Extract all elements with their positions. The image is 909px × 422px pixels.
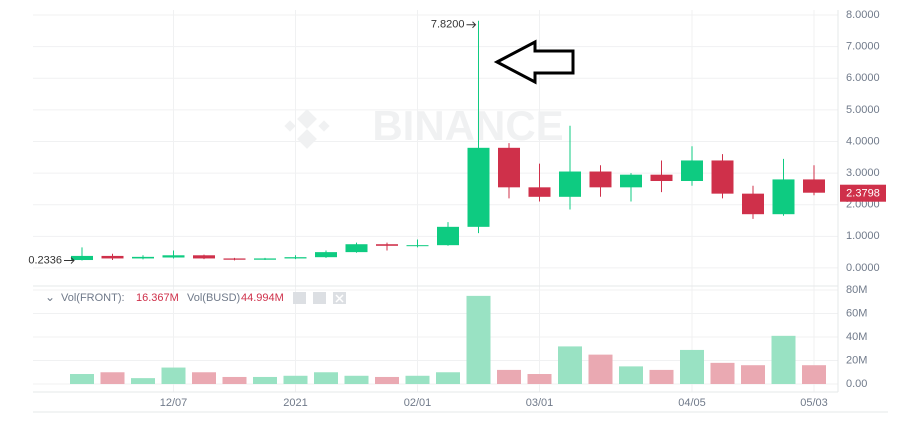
volume-bar [131, 378, 155, 385]
volume-bar [649, 369, 674, 385]
y-tick-label: 6.0000 [846, 72, 880, 84]
candle-body [345, 244, 368, 253]
volume-bar [100, 372, 125, 385]
volume-bar [314, 372, 338, 385]
volume-bar [680, 349, 704, 385]
volume-bar [771, 335, 796, 385]
volume-bar [283, 375, 308, 385]
candle-body [376, 244, 398, 246]
candle-body [284, 257, 307, 259]
candle-body [772, 179, 795, 215]
y-tick-label: 3.0000 [846, 167, 880, 179]
legend-icons[interactable] [293, 292, 346, 304]
candle-body [467, 147, 490, 227]
watermark: BINANCE [372, 102, 563, 149]
y-tick-label: 4.0000 [846, 135, 880, 147]
y-tick-label: 0.0000 [846, 262, 880, 274]
volume-bar [192, 372, 216, 385]
legend-value: 44.994M [241, 292, 284, 304]
volume-bar [405, 375, 430, 385]
volume-bar [344, 375, 369, 385]
volume-tick-label: 80M [846, 284, 867, 296]
candle-body [132, 256, 154, 259]
candle-body [528, 187, 551, 197]
x-tick-label: 2021 [283, 397, 307, 409]
volume-tick-label: 40M [846, 331, 867, 343]
candle-body [589, 171, 612, 188]
x-tick-label: 04/05 [678, 397, 706, 409]
eye-icon[interactable] [293, 292, 306, 304]
candle-body [101, 255, 124, 259]
candle-body [803, 179, 825, 193]
volume-tick-label: 60M [846, 307, 867, 319]
legend-value: 16.367M [136, 292, 179, 304]
volume-bar [436, 372, 460, 385]
candle-body [650, 174, 673, 182]
volume-bar [222, 376, 247, 385]
y-tick-label: 7.0000 [846, 41, 880, 53]
volume-bar [375, 376, 399, 385]
volume-tick-label: 0.00 [846, 378, 867, 390]
x-tick-label: 12/07 [160, 397, 188, 409]
candle-body [315, 252, 337, 258]
last-price-tag [840, 184, 886, 202]
candle-body [681, 160, 703, 182]
marks [70, 20, 826, 385]
candle-body [711, 160, 734, 194]
candle-body [162, 255, 185, 258]
volume-bar [619, 366, 643, 385]
volume-bar [70, 374, 94, 385]
x-tick-label: 03/01 [526, 397, 554, 409]
volume-bar [527, 374, 552, 385]
legend-name: Vol(FRONT): [61, 292, 125, 304]
volume-bar [741, 365, 765, 385]
low-label: 0.2336 [28, 254, 62, 266]
candle-body [742, 193, 764, 215]
volume-bar [497, 369, 521, 385]
candle-body [498, 147, 520, 188]
candle-body [71, 255, 93, 261]
volume-bar [558, 346, 582, 385]
high-arrow [466, 21, 477, 29]
candle-body [406, 245, 429, 247]
candle-body [437, 226, 459, 246]
volume-bar [466, 295, 491, 385]
candle-body [193, 255, 215, 259]
watermark-logo [284, 109, 330, 149]
y-tick-label: 1.0000 [846, 230, 880, 242]
legend-toggle[interactable]: ⌄ [45, 290, 55, 304]
low-arrow [64, 257, 75, 264]
candle-body [223, 258, 246, 260]
settings-icon[interactable] [313, 292, 326, 304]
legend-name: Vol(BUSD) [187, 292, 240, 304]
volume-bar [710, 362, 735, 385]
y-tick-label: 8.0000 [846, 9, 880, 21]
volume-bar [161, 367, 186, 385]
candle-body [620, 174, 642, 188]
x-tick-label: 02/01 [404, 397, 432, 409]
high-label: 7.8200 [431, 19, 465, 31]
candle-body [559, 171, 581, 197]
y-tick-label: 5.0000 [846, 104, 880, 116]
x-tick-label: 05/03 [800, 397, 828, 409]
last-price-label: 2.3798 [846, 188, 880, 200]
volume-bar [802, 365, 826, 385]
volume-tick-label: 20M [846, 354, 867, 366]
candle-body [254, 258, 276, 260]
volume-bar [588, 354, 613, 385]
pointer-arrow [493, 39, 575, 85]
volume-bar [253, 376, 277, 385]
